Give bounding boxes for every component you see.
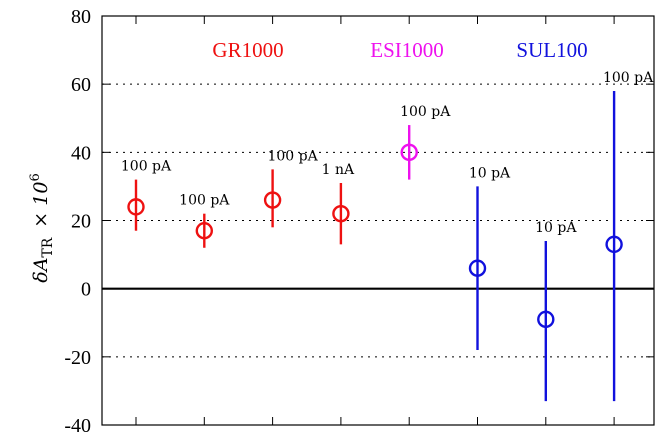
point-label: 100 pA — [603, 70, 654, 86]
point-label: 1 nA — [322, 162, 355, 178]
y-axis-label-main: δA — [30, 258, 52, 283]
point-label: 100 pA — [267, 148, 318, 164]
point-label: 10 pA — [469, 165, 511, 181]
y-axis-label-exponent: 6 — [28, 173, 43, 181]
series-label: SUL100 — [516, 38, 587, 62]
y-axis-label: δATR × 106 — [28, 173, 56, 282]
point-label: 10 pA — [535, 220, 577, 236]
data-point — [263, 191, 282, 209]
data-point — [537, 310, 555, 329]
point-label: 100 pA — [179, 193, 230, 209]
data-point — [605, 235, 623, 254]
data-point — [468, 259, 487, 277]
y-tick-label: -40 — [64, 415, 91, 437]
y-tick-label: 0 — [81, 279, 91, 301]
axis-ticks: -40 -20 0 20 40 60 80 — [64, 6, 654, 437]
y-tick-label: 80 — [71, 6, 91, 28]
y-axis-label-scale: × 10 — [30, 182, 52, 228]
grid-lines — [102, 83, 654, 358]
y-axis-label-subscript: TR — [40, 237, 56, 257]
y-tick-label: -20 — [64, 347, 91, 369]
y-tick-label: 20 — [71, 211, 91, 233]
y-tick-label: 60 — [71, 74, 91, 96]
series-labels: GR1000 ESI1000 SUL100 — [212, 38, 587, 62]
data-series — [127, 90, 623, 402]
y-tick-label: 40 — [71, 142, 91, 164]
data-point — [332, 204, 350, 223]
point-label: 100 pA — [121, 159, 172, 175]
data-point — [127, 198, 145, 216]
point-label: 100 pA — [400, 104, 451, 120]
series-label: GR1000 — [212, 38, 283, 62]
series-label: ESI1000 — [370, 38, 444, 62]
data-point — [400, 143, 418, 162]
data-point — [195, 222, 214, 240]
